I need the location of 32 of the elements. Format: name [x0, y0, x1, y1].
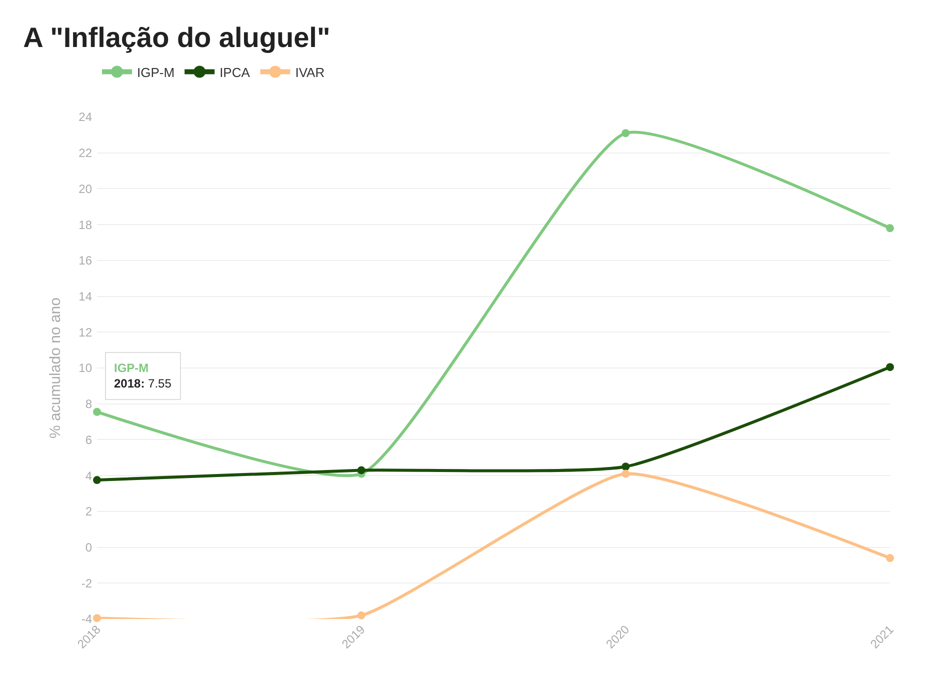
point — [93, 408, 101, 416]
point — [622, 470, 630, 478]
y-tick-label: 6 — [85, 432, 92, 447]
y-tick-label: 20 — [78, 182, 92, 196]
legend-label: IPCA — [220, 64, 250, 80]
point — [622, 462, 630, 471]
y-tick-label: 24 — [78, 110, 92, 124]
y-tick-label: 10 — [78, 361, 92, 376]
y-tick-label: 16 — [78, 254, 92, 268]
y-axis-title: % acumulado no ano — [46, 298, 64, 438]
chart-title: A "Inflação do aluguel" — [23, 22, 330, 53]
y-tick-label: 0 — [85, 540, 92, 554]
annotation: IGP-M 2018: 7.55 — [114, 361, 172, 391]
y-tick-label: -4 — [81, 612, 92, 626]
y-tick-label: -2 — [81, 576, 92, 590]
point — [93, 476, 101, 484]
y-tick-label: 14 — [78, 289, 92, 304]
point — [886, 224, 894, 232]
y-tick-label: 2 — [85, 504, 92, 519]
point — [886, 363, 894, 372]
y-tick-label: 4 — [85, 468, 92, 483]
point — [886, 554, 894, 562]
point — [357, 611, 366, 620]
legend-label: IVAR — [295, 64, 325, 80]
y-tick-label: 12 — [78, 325, 92, 340]
point — [622, 129, 630, 138]
y-tick-label: 8 — [85, 397, 92, 412]
point — [357, 466, 366, 474]
y-tick-label: 18 — [78, 218, 92, 232]
legend-label: IGP-M — [137, 64, 175, 80]
point — [93, 614, 101, 622]
y-tick-label: 22 — [78, 146, 92, 160]
